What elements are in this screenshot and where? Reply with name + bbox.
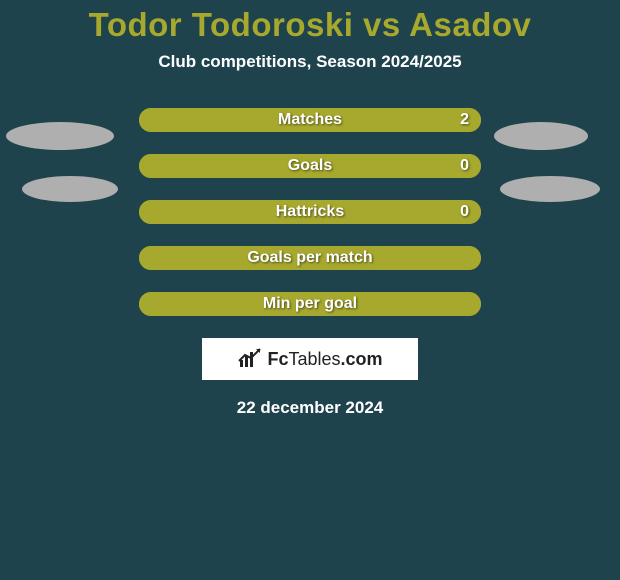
page-subtitle: Club competitions, Season 2024/2025 — [0, 52, 620, 72]
stat-rows: Matches2Goals0Hattricks0Goals per matchM… — [0, 108, 620, 316]
brand-logo: FcTables.com — [202, 338, 418, 380]
stat-label: Min per goal — [139, 292, 481, 316]
stat-row: Matches2 — [139, 108, 481, 132]
stat-row: Min per goal — [139, 292, 481, 316]
stat-value: 0 — [460, 200, 469, 224]
brand-prefix: Fc — [267, 349, 288, 369]
footer-date: 22 december 2024 — [0, 398, 620, 418]
stat-value: 2 — [460, 108, 469, 132]
stat-label: Goals per match — [139, 246, 481, 270]
stat-row: Hattricks0 — [139, 200, 481, 224]
page-title: Todor Todoroski vs Asadov — [0, 0, 620, 44]
brand-suffix: .com — [341, 349, 383, 369]
brand-main: Tables — [288, 349, 340, 369]
stat-row: Goals0 — [139, 154, 481, 178]
stat-value: 0 — [460, 154, 469, 178]
stat-row: Goals per match — [139, 246, 481, 270]
stat-label: Hattricks — [139, 200, 481, 224]
chart-icon — [237, 348, 263, 370]
brand-text: FcTables.com — [267, 349, 382, 370]
comparison-infographic: Todor Todoroski vs Asadov Club competiti… — [0, 0, 620, 580]
stat-label: Goals — [139, 154, 481, 178]
stat-label: Matches — [139, 108, 481, 132]
